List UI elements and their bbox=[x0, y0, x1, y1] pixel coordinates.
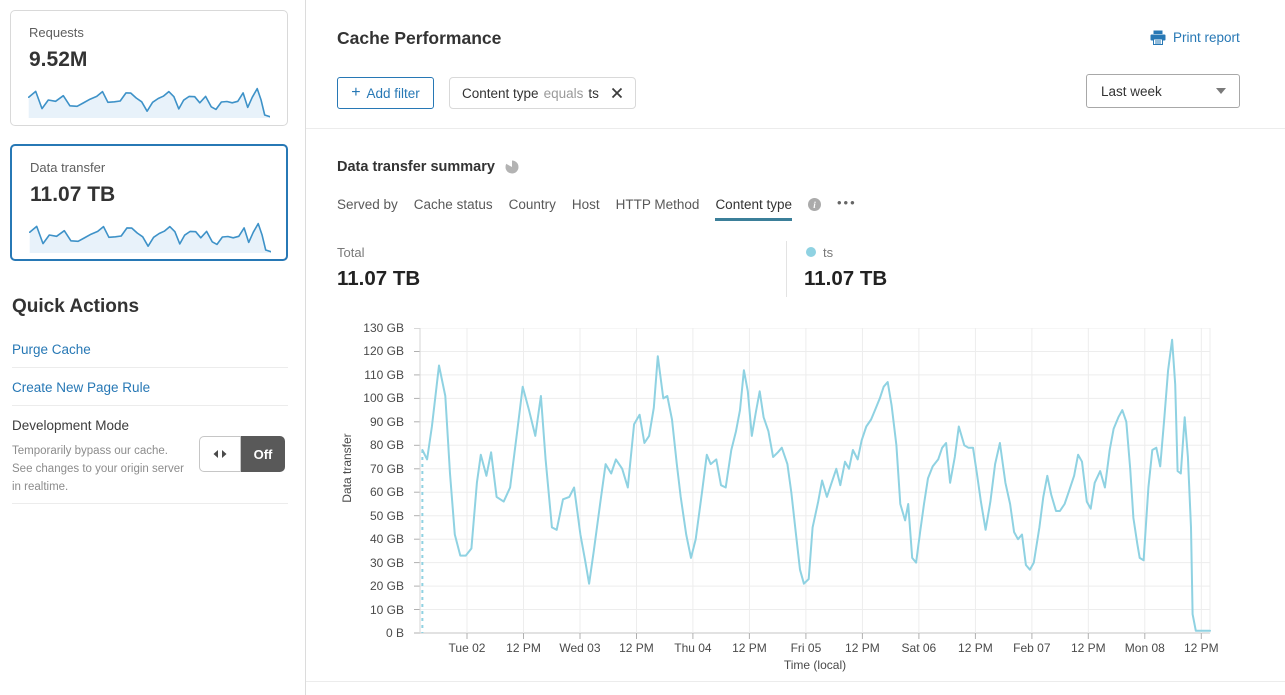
data-transfer-card[interactable]: Data transfer 11.07 TB bbox=[10, 144, 288, 261]
quick-actions-title: Quick Actions bbox=[12, 296, 140, 317]
tab-served-by[interactable]: Served by bbox=[337, 197, 398, 212]
x-tick-label: 12 PM bbox=[845, 641, 880, 655]
x-tick-label: 12 PM bbox=[619, 641, 654, 655]
time-range-select[interactable]: Last week bbox=[1086, 74, 1240, 108]
header-divider bbox=[306, 128, 1285, 129]
x-tick-label: 12 PM bbox=[958, 641, 993, 655]
filter-value: ts bbox=[588, 85, 599, 101]
pie-chart-icon bbox=[505, 160, 519, 174]
tab-http-method[interactable]: HTTP Method bbox=[615, 197, 700, 212]
development-mode-label: Development Mode bbox=[12, 418, 130, 433]
y-tick-label: 50 GB bbox=[369, 508, 404, 523]
legend-divider bbox=[786, 241, 787, 297]
development-mode-description: Temporarily bypass our cache. See change… bbox=[12, 445, 184, 493]
x-tick-label: 12 PM bbox=[1070, 641, 1106, 655]
sidebar-divider bbox=[305, 0, 306, 695]
divider bbox=[12, 405, 288, 406]
y-tick-label: 80 GB bbox=[369, 438, 404, 453]
more-tabs-button[interactable]: ••• bbox=[837, 195, 857, 210]
tabs: Served by Cache status Country Host HTTP Met… bbox=[337, 195, 857, 221]
print-report-button[interactable]: Print report bbox=[1150, 30, 1240, 45]
y-tick-label: 100 GB bbox=[363, 391, 404, 406]
filter-field: Content type bbox=[462, 85, 539, 101]
y-tick-label: 10 GB bbox=[369, 602, 404, 617]
data-transfer-card-label: Data transfer bbox=[30, 160, 106, 175]
x-tick-label: Thu 04 bbox=[674, 641, 712, 655]
divider bbox=[12, 503, 288, 504]
filter-operator: equals bbox=[543, 85, 584, 101]
filter-chip-content-type[interactable]: Content type equals ts bbox=[449, 77, 636, 109]
left-right-arrows-icon bbox=[213, 450, 227, 458]
purge-cache-link[interactable]: Purge Cache bbox=[12, 342, 91, 357]
x-axis-title: Time (local) bbox=[783, 658, 847, 672]
total-label: Total bbox=[337, 245, 365, 260]
print-report-label: Print report bbox=[1173, 30, 1240, 45]
total-value: 11.07 TB bbox=[337, 267, 421, 290]
plus-icon: + bbox=[351, 84, 361, 101]
remove-filter-icon[interactable] bbox=[611, 87, 623, 99]
x-tick-label: Wed 03 bbox=[559, 641, 601, 655]
x-tick-label: 12 PM bbox=[732, 641, 767, 655]
legend-name: ts bbox=[823, 245, 834, 260]
section-title: Data transfer summary bbox=[337, 159, 519, 175]
toggle-knob[interactable] bbox=[199, 436, 241, 472]
y-tick-label: 30 GB bbox=[369, 555, 404, 570]
requests-card-label: Requests bbox=[29, 25, 84, 40]
data-transfer-card-value: 11.07 TB bbox=[30, 183, 116, 206]
create-page-rule-link[interactable]: Create New Page Rule bbox=[12, 380, 151, 395]
y-tick-label: 0 B bbox=[385, 626, 404, 640]
printer-icon bbox=[1150, 30, 1166, 45]
time-range-value: Last week bbox=[1101, 83, 1162, 99]
y-tick-label: 20 GB bbox=[369, 579, 404, 594]
x-tick-label: Fri 05 bbox=[790, 641, 822, 655]
divider bbox=[12, 367, 288, 368]
y-tick-label: 60 GB bbox=[369, 485, 404, 500]
tab-country[interactable]: Country bbox=[508, 197, 556, 212]
requests-sparkline bbox=[28, 87, 270, 118]
add-filter-label: Add filter bbox=[366, 85, 420, 101]
tab-host[interactable]: Host bbox=[571, 197, 600, 212]
x-tick-label: 12 PM bbox=[506, 641, 541, 655]
requests-card[interactable]: Requests 9.52M bbox=[10, 10, 288, 126]
tab-cache-status[interactable]: Cache status bbox=[413, 197, 493, 212]
data-transfer-sparkline bbox=[29, 222, 271, 253]
y-tick-label: 130 GB bbox=[363, 321, 404, 335]
legend-dot bbox=[806, 247, 816, 257]
requests-card-value: 9.52M bbox=[29, 48, 88, 71]
page-title: Cache Performance bbox=[337, 28, 502, 48]
x-tick-label: Sat 06 bbox=[901, 641, 937, 655]
development-mode-toggle[interactable]: Off bbox=[199, 436, 285, 472]
data-transfer-chart[interactable] bbox=[412, 328, 1212, 640]
y-tick-label: 70 GB bbox=[369, 461, 404, 476]
y-tick-label: 120 GB bbox=[363, 344, 404, 359]
x-tick-label: 12 PM bbox=[1183, 641, 1219, 655]
x-tick-label: Mon 08 bbox=[1124, 641, 1165, 655]
y-tick-label: 110 GB bbox=[364, 367, 404, 382]
x-tick-label: Tue 02 bbox=[448, 641, 486, 655]
section-bottom-divider bbox=[306, 681, 1285, 682]
tab-content-type[interactable]: Content type bbox=[715, 197, 792, 221]
info-icon[interactable]: i bbox=[808, 198, 821, 211]
y-tick-label: 90 GB bbox=[369, 414, 404, 429]
legend-value: 11.07 TB bbox=[804, 267, 888, 290]
chevron-down-icon bbox=[1216, 88, 1226, 94]
y-tick-label: 40 GB bbox=[369, 532, 404, 547]
toggle-state-label[interactable]: Off bbox=[241, 436, 285, 472]
section-title-text: Data transfer summary bbox=[337, 159, 495, 175]
x-tick-label: Feb 07 bbox=[1013, 641, 1051, 655]
add-filter-button[interactable]: + Add filter bbox=[337, 77, 434, 109]
